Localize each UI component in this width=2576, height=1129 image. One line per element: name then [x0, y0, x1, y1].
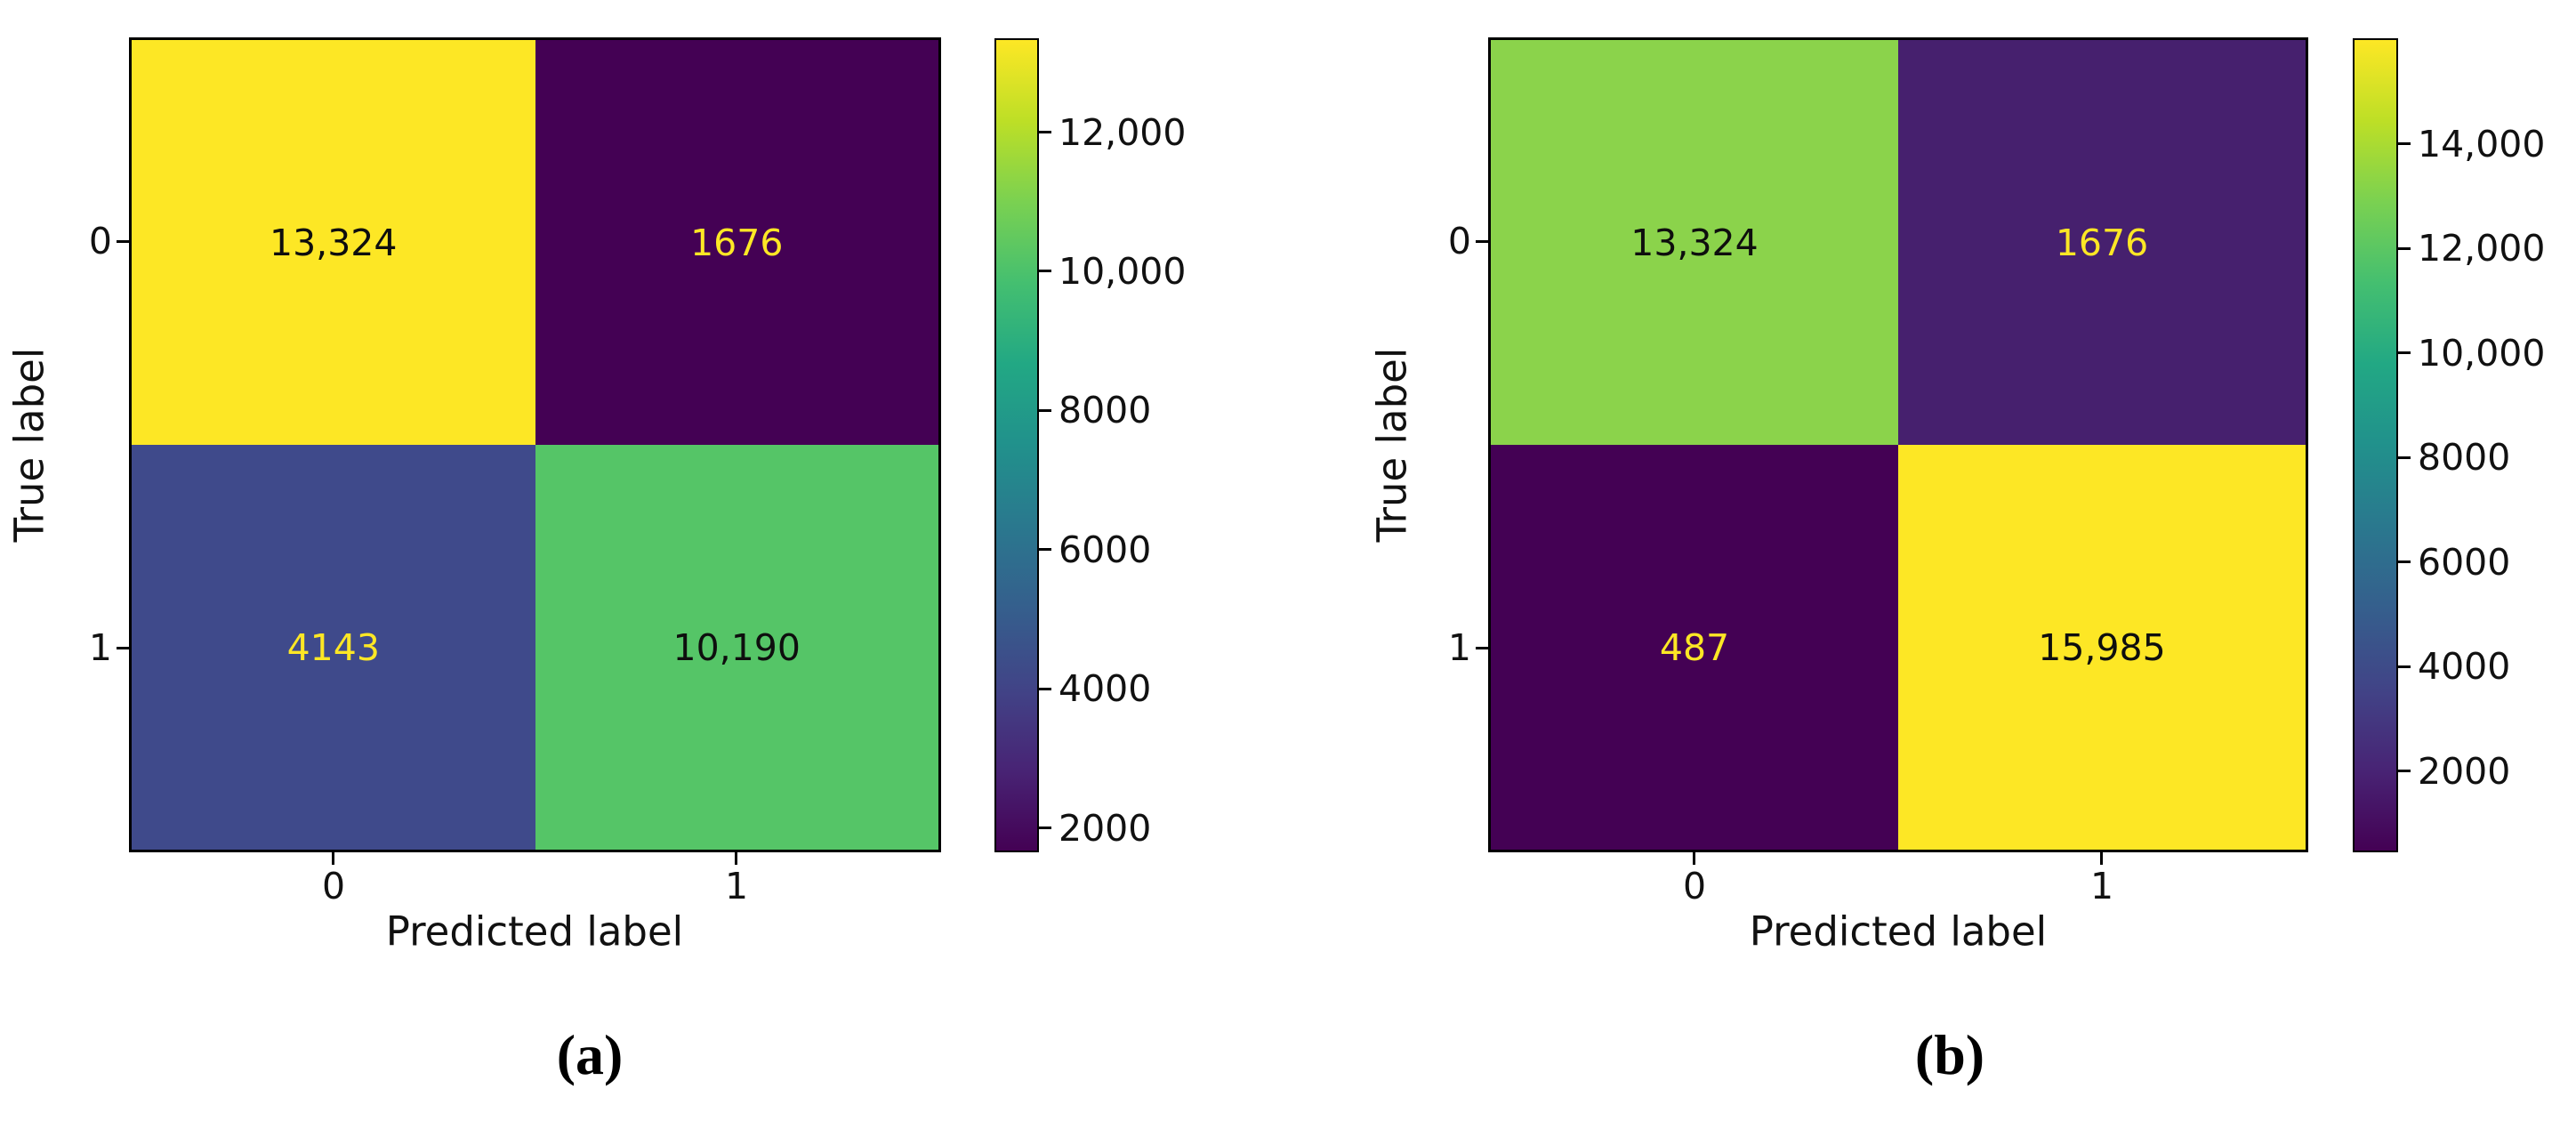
- x-tick-label-b-1: 1: [2089, 865, 2114, 907]
- y-tick-label-a-1: 1: [88, 626, 112, 669]
- colorbar-tick-mark: [2398, 142, 2411, 145]
- colorbar-tick-label: 2000: [1059, 807, 1152, 850]
- colorbar-tick-label: 10,000: [1059, 250, 1187, 293]
- cell-a-r1c1: 10,190: [535, 445, 938, 850]
- colorbar-tick-mark: [1039, 409, 1051, 412]
- cell-value: 13,324: [1630, 221, 1759, 264]
- colorbar-a: [994, 38, 1039, 852]
- y-axis-label-b: True label: [1368, 347, 1416, 543]
- cell-value: 13,324: [270, 221, 398, 264]
- panel-caption-b: (b): [1914, 1023, 1985, 1086]
- y-tick-mark: [1476, 647, 1488, 649]
- colorbar-tick-label: 8000: [1059, 389, 1152, 431]
- colorbar-b: [2353, 38, 2398, 852]
- cell-b-r0c0: 13,324: [1491, 40, 1898, 445]
- cell-a-r0c0: 13,324: [132, 40, 535, 445]
- colorbar-tick-label: 10,000: [2418, 332, 2546, 375]
- x-tick-mark: [2100, 852, 2103, 865]
- y-tick-mark: [117, 647, 129, 649]
- panel-caption-a: (a): [556, 1023, 624, 1086]
- heatmap-b: 13,324 1676 487 15,985: [1488, 37, 2308, 852]
- colorbar-tick-label: 2000: [2418, 750, 2511, 793]
- cell-b-r1c1: 15,985: [1898, 445, 2306, 850]
- x-axis-label-b: Predicted label: [1749, 907, 2048, 956]
- colorbar-tick-label: 4000: [1059, 667, 1152, 710]
- colorbar-tick-mark: [2398, 456, 2411, 459]
- colorbar-tick-mark: [1039, 688, 1051, 690]
- y-tick-mark: [117, 240, 129, 243]
- colorbar-tick-label: 8000: [2418, 436, 2511, 479]
- y-tick-mark: [1476, 240, 1488, 243]
- x-tick-label-a-0: 0: [321, 865, 346, 907]
- colorbar-tick-mark: [2398, 351, 2411, 354]
- x-tick-label-b-0: 0: [1682, 865, 1707, 907]
- cell-a-r1c0: 4143: [132, 445, 535, 850]
- y-tick-label-b-1: 1: [1447, 626, 1471, 669]
- cell-a-r0c1: 1676: [535, 40, 938, 445]
- x-axis-label-a: Predicted label: [385, 907, 684, 956]
- colorbar-tick-mark: [1039, 131, 1051, 133]
- y-tick-label-b-0: 0: [1447, 220, 1471, 262]
- y-tick-label-a-0: 0: [88, 220, 112, 262]
- x-tick-label-a-1: 1: [724, 865, 749, 907]
- x-tick-mark: [735, 852, 737, 865]
- colorbar-tick-mark: [2398, 560, 2411, 563]
- heatmap-a: 13,324 1676 4143 10,190: [129, 37, 941, 852]
- cell-value: 4143: [286, 625, 380, 669]
- colorbar-tick-mark: [1039, 827, 1051, 829]
- colorbar-tick-label: 4000: [2418, 645, 2511, 688]
- colorbar-tick-mark: [2398, 665, 2411, 668]
- cell-value: 15,985: [2038, 625, 2166, 669]
- colorbar-tick-mark: [1039, 270, 1051, 272]
- cell-value: 1676: [690, 221, 784, 264]
- cell-b-r0c1: 1676: [1898, 40, 2306, 445]
- cell-value: 1676: [2055, 221, 2149, 264]
- colorbar-tick-label: 14,000: [2418, 123, 2546, 165]
- colorbar-tick-mark: [1039, 548, 1051, 551]
- colorbar-tick-mark: [2398, 247, 2411, 250]
- colorbar-tick-label: 12,000: [2418, 227, 2546, 270]
- colorbar-tick-mark: [2398, 770, 2411, 772]
- colorbar-tick-label: 6000: [1059, 528, 1152, 571]
- colorbar-tick-label: 6000: [2418, 541, 2511, 584]
- x-tick-mark: [1693, 852, 1695, 865]
- cell-value: 10,190: [672, 625, 801, 669]
- y-axis-label-a: True label: [5, 347, 53, 543]
- cell-value: 487: [1659, 625, 1730, 669]
- colorbar-tick-label: 12,000: [1059, 111, 1187, 154]
- cell-b-r1c0: 487: [1491, 445, 1898, 850]
- x-tick-mark: [332, 852, 334, 865]
